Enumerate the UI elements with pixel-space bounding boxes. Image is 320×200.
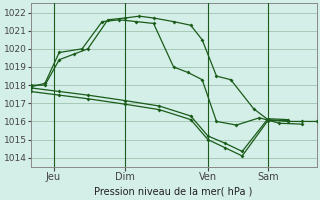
X-axis label: Pression niveau de la mer( hPa ): Pression niveau de la mer( hPa ) xyxy=(94,187,253,197)
